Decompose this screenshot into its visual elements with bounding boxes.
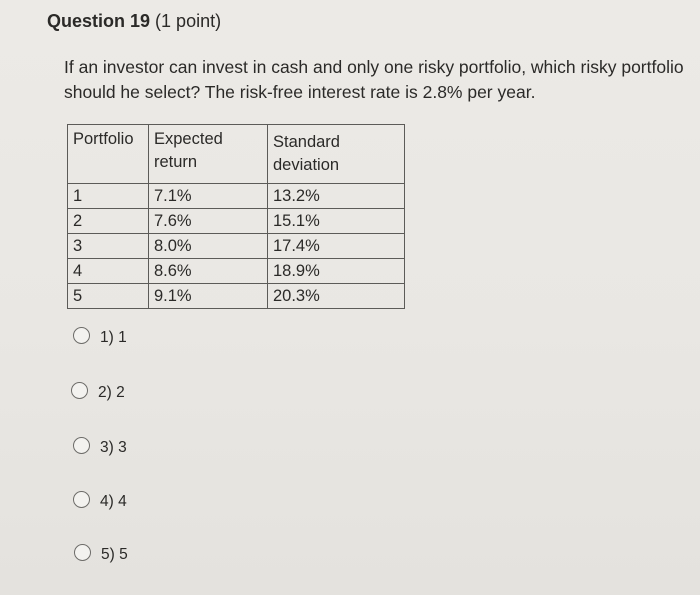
option-5-label[interactable]: 5) 5	[101, 546, 128, 563]
option-4-label[interactable]: 4) 4	[100, 493, 127, 510]
cell-standard-deviation: 13.2%	[267, 183, 405, 209]
option-1[interactable]: 1) 1	[73, 326, 127, 346]
header-portfolio-label: Portfolio	[73, 130, 134, 148]
option-4[interactable]: 4) 4	[73, 490, 127, 510]
table-row: 5 9.1% 20.3%	[67, 283, 405, 309]
cell-expected-return: 7.6%	[148, 208, 268, 234]
header-expected-return-label: Expected return	[154, 130, 223, 171]
cell-expected-return: 8.6%	[148, 258, 268, 284]
cell-standard-deviation: 20.3%	[267, 283, 405, 309]
cell-standard-deviation: 15.1%	[267, 208, 405, 234]
cell-portfolio: 4	[67, 258, 149, 284]
cell-expected-return: 8.0%	[148, 233, 268, 259]
cell-expected-return: 7.1%	[148, 183, 268, 209]
table-header-row: Portfolio Expected return Standard devia…	[67, 124, 405, 184]
question-text: If an investor can invest in cash and on…	[64, 57, 684, 102]
header-expected-return: Expected return	[148, 124, 268, 184]
radio-button-1[interactable]	[73, 326, 90, 344]
portfolio-table: Portfolio Expected return Standard devia…	[67, 124, 405, 309]
cell-portfolio: 1	[67, 183, 149, 209]
table-row: 1 7.1% 13.2%	[67, 183, 405, 209]
cell-portfolio: 5	[67, 283, 149, 309]
radio-button-4[interactable]	[73, 490, 90, 508]
question-header: Question 19 (1 point)	[47, 9, 221, 33]
table-row: 4 8.6% 18.9%	[67, 258, 405, 284]
option-5[interactable]: 5) 5	[74, 543, 128, 563]
header-portfolio: Portfolio	[67, 124, 149, 184]
option-1-label[interactable]: 1) 1	[100, 329, 127, 346]
radio-button-5[interactable]	[74, 543, 91, 561]
question-points: (1 point)	[155, 11, 222, 31]
radio-button-2[interactable]	[71, 381, 88, 399]
table-row: 2 7.6% 15.1%	[67, 208, 405, 234]
option-3[interactable]: 3) 3	[73, 436, 127, 456]
cell-standard-deviation: 18.9%	[267, 258, 405, 284]
table-row: 3 8.0% 17.4%	[67, 233, 405, 259]
cell-portfolio: 3	[67, 233, 149, 259]
cell-expected-return: 9.1%	[148, 283, 268, 309]
cell-standard-deviation: 17.4%	[267, 233, 405, 259]
option-2-label[interactable]: 2) 2	[98, 384, 125, 401]
option-3-label[interactable]: 3) 3	[100, 439, 127, 456]
question-title: Question 19	[47, 11, 151, 31]
radio-button-3[interactable]	[73, 436, 90, 454]
option-2[interactable]: 2) 2	[71, 381, 125, 401]
header-standard-deviation: Standard deviation	[267, 124, 405, 184]
cell-portfolio: 2	[67, 208, 149, 234]
header-standard-deviation-label: Standard deviation	[273, 133, 340, 174]
